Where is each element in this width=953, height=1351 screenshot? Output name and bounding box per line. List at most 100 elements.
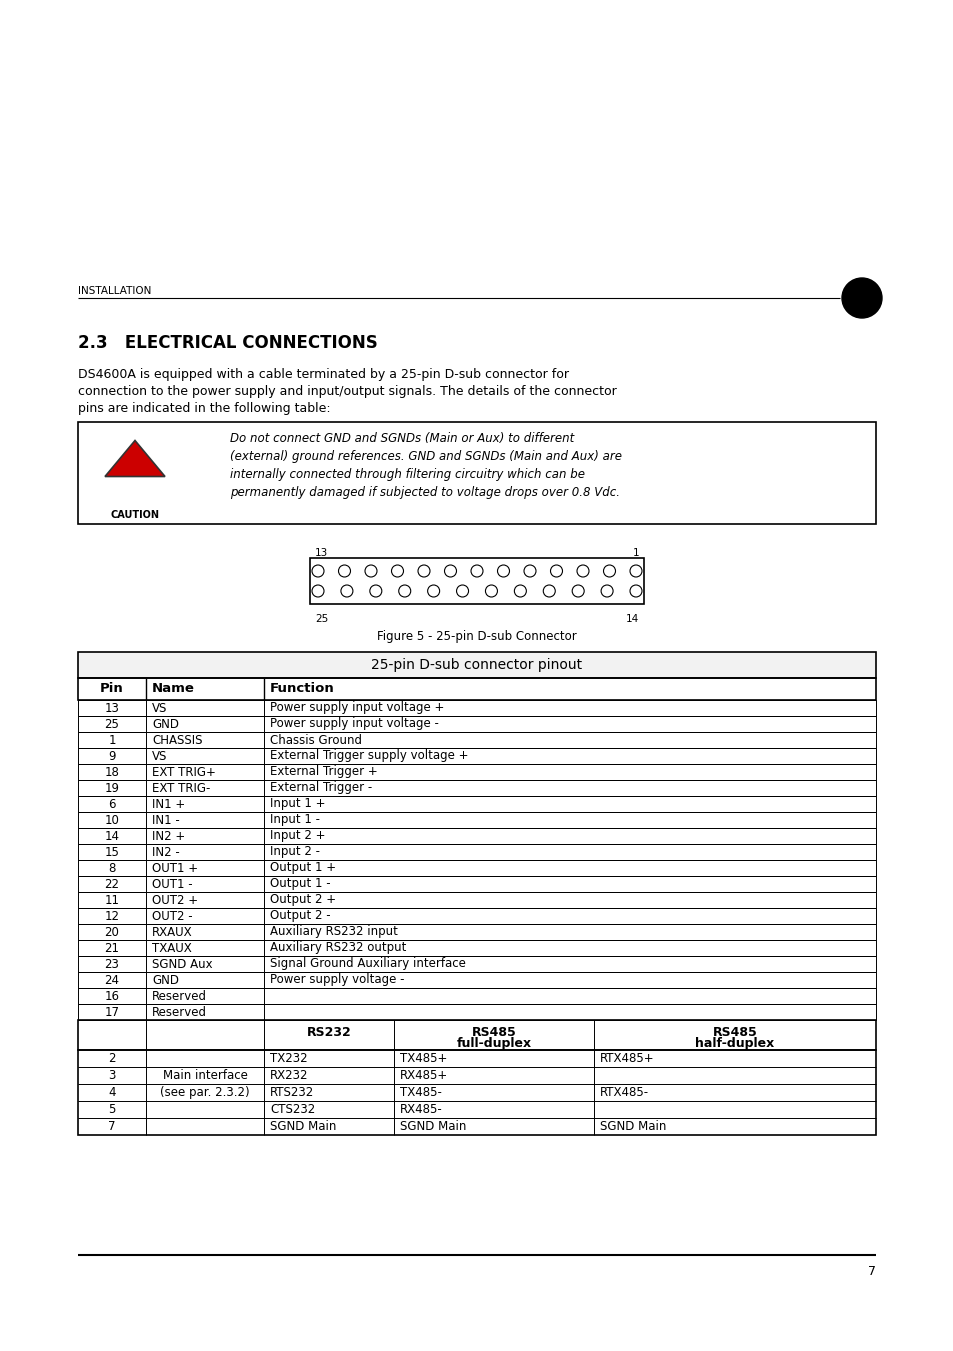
Text: !: ! [131,449,139,467]
Circle shape [603,565,615,577]
Text: connection to the power supply and input/output signals. The details of the conn: connection to the power supply and input… [78,385,616,399]
Text: Power supply input voltage +: Power supply input voltage + [270,701,444,715]
Text: Output 1 +: Output 1 + [270,862,335,874]
Text: TX232: TX232 [270,1052,307,1065]
Bar [78,828,875,844]
Circle shape [550,565,562,577]
Bar [78,700,875,716]
Bar [78,844,875,861]
Text: INSTALLATION: INSTALLATION [78,286,152,296]
Bar [78,971,875,988]
Text: 14: 14 [105,830,119,843]
Text: 2.3   ELECTRICAL CONNECTIONS: 2.3 ELECTRICAL CONNECTIONS [78,334,377,353]
Text: Main interface: Main interface [162,1069,247,1082]
Text: Auxiliary RS232 output: Auxiliary RS232 output [270,942,406,955]
Text: RX485+: RX485+ [399,1069,448,1082]
Text: RS485: RS485 [712,1025,757,1039]
Text: DS4600A is equipped with a cable terminated by a 25-pin D-sub connector for: DS4600A is equipped with a cable termina… [78,367,568,381]
Circle shape [600,585,613,597]
Text: 3: 3 [109,1069,115,1082]
Text: Output 1 -: Output 1 - [270,878,331,890]
Text: 1: 1 [632,549,639,558]
Circle shape [427,585,439,597]
Text: 19: 19 [105,781,119,794]
Bar [78,957,875,971]
Circle shape [312,565,324,577]
Text: (external) ground references. GND and SGNDs (Main and Aux) are: (external) ground references. GND and SG… [230,450,621,463]
Text: 5: 5 [109,1102,115,1116]
Text: 7: 7 [108,1120,115,1133]
Text: 13: 13 [314,549,328,558]
Text: OUT2 +: OUT2 + [152,893,198,907]
Bar [78,678,875,700]
Text: CAUTION: CAUTION [111,509,159,520]
Text: EXT TRIG-: EXT TRIG- [152,781,211,794]
Text: 22: 22 [105,878,119,890]
Text: 9: 9 [108,750,115,762]
Text: CTS232: CTS232 [270,1102,314,1116]
Polygon shape [105,440,165,477]
Bar [78,780,875,796]
Text: 21: 21 [105,942,119,955]
Bar [78,988,875,1004]
Text: 25: 25 [314,613,328,624]
Circle shape [629,585,641,597]
Circle shape [542,585,555,597]
Text: External Trigger -: External Trigger - [270,781,372,794]
Text: Input 2 -: Input 2 - [270,846,319,858]
Text: IN1 +: IN1 + [152,797,185,811]
Bar [78,796,875,812]
Text: 17: 17 [105,1005,119,1019]
Circle shape [444,565,456,577]
Bar [78,1004,875,1020]
Text: Output 2 +: Output 2 + [270,893,335,907]
Text: 25-pin D-sub connector pinout: 25-pin D-sub connector pinout [371,658,582,671]
Text: Reserved: Reserved [152,989,207,1002]
Text: pins are indicated in the following table:: pins are indicated in the following tabl… [78,403,331,415]
Circle shape [523,565,536,577]
Text: RS485: RS485 [471,1025,516,1039]
Bar [78,732,875,748]
Text: EXT TRIG+: EXT TRIG+ [152,766,215,778]
Text: 11: 11 [105,893,119,907]
Text: 10: 10 [105,813,119,827]
Text: 13: 13 [105,701,119,715]
Bar [78,1020,875,1050]
Text: 25: 25 [105,717,119,731]
Text: OUT1 +: OUT1 + [152,862,198,874]
Text: full-duplex: full-duplex [456,1038,531,1050]
Text: internally connected through filtering circuitry which can be: internally connected through filtering c… [230,467,584,481]
Text: Name: Name [152,682,194,696]
Text: RTX485-: RTX485- [599,1086,648,1098]
Text: CHASSIS: CHASSIS [152,734,202,747]
Bar [78,748,875,765]
Text: VS: VS [152,750,167,762]
Text: GND: GND [152,717,179,731]
Text: Auxiliary RS232 input: Auxiliary RS232 input [270,925,397,939]
Bar [78,812,875,828]
Text: Output 2 -: Output 2 - [270,909,331,923]
Text: Input 2 +: Input 2 + [270,830,325,843]
Text: permanently damaged if subjected to voltage drops over 0.8 Vdc.: permanently damaged if subjected to volt… [230,486,619,499]
Circle shape [471,565,482,577]
Text: 2: 2 [108,1052,115,1065]
Circle shape [398,585,411,597]
Text: 6: 6 [108,797,115,811]
Text: RTS232: RTS232 [270,1086,314,1098]
Bar [78,1050,875,1135]
Text: RX232: RX232 [270,1069,308,1082]
Bar [78,892,875,908]
Text: 8: 8 [109,862,115,874]
Text: IN2 +: IN2 + [152,830,185,843]
Bar [78,422,875,524]
Circle shape [497,565,509,577]
Text: SGND Main: SGND Main [599,1120,666,1133]
Circle shape [365,565,376,577]
Text: RS232: RS232 [306,1027,351,1039]
Text: Do not connect GND and SGNDs (Main or Aux) to different: Do not connect GND and SGNDs (Main or Au… [230,432,574,444]
Circle shape [841,278,882,317]
Text: Function: Function [270,682,335,696]
Circle shape [485,585,497,597]
Circle shape [338,565,350,577]
Text: 18: 18 [105,766,119,778]
